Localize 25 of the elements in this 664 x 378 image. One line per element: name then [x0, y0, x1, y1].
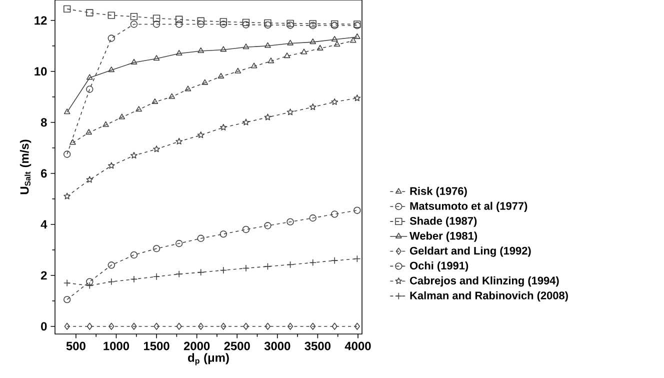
y-tick-label: 2 — [41, 271, 47, 280]
y-tick-label: 10 — [34, 67, 47, 76]
x-tick-label: 1500 — [144, 342, 170, 350]
y-tick-label: 12 — [34, 16, 47, 25]
y-axis-title: U$_{Salt}$ (m/s) — [20, 140, 32, 194]
legend-label: Geldart and Ling (1992) — [410, 246, 531, 257]
y-tick-label: 8 — [40, 118, 47, 127]
x-tick-label: 3500 — [304, 342, 330, 350]
x-tick-label: 4000 — [344, 342, 371, 350]
x-tick-label: 500 — [66, 342, 86, 350]
y-tick-label: 6 — [41, 169, 47, 178]
x-tick-label: 1000 — [104, 342, 130, 350]
legend-label: Ochi (1991) — [410, 261, 468, 272]
x-axis-title: d$_{p}$ (μm) — [188, 353, 229, 366]
legend-label: Kalman and Rabinovich (2008) — [410, 291, 568, 302]
y-tick-label: 0 — [41, 322, 47, 331]
legend-label: Weber (1981) — [410, 232, 478, 242]
x-tick-label: 2500 — [224, 342, 250, 350]
x-tick-label: 3000 — [264, 342, 290, 350]
legend-label: Shade (1987) — [410, 216, 477, 227]
y-tick-label: 4 — [40, 220, 48, 228]
legend-label: Risk (1976) — [410, 186, 467, 198]
x-tick-label: 2000 — [184, 342, 210, 350]
legend-label: Matsumoto et al (1977) — [410, 202, 528, 212]
legend-label: Cabrejos and Klinzing (1994) — [410, 276, 559, 287]
